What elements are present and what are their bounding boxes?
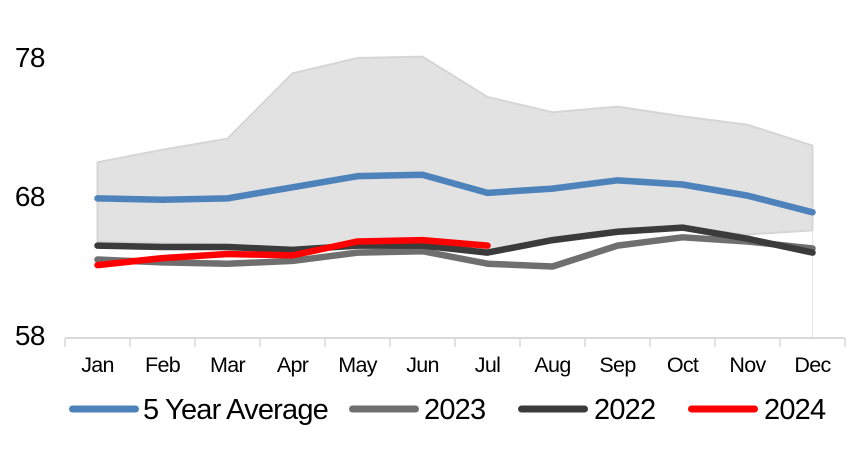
x-axis-label-apr: Apr [277,353,309,377]
legend-label-2023: 2023 [424,394,485,426]
legend-item-2024: 2024 [688,394,827,426]
y-axis-label-78: 78 [15,42,45,73]
x-axis-label-mar: Mar [210,353,245,377]
y-axis-label-68: 68 [15,181,45,212]
x-axis-label-jan: Jan [81,353,114,377]
x-axis-label-dec: Dec [794,353,831,377]
series-line-2022 [94,224,816,256]
series-line-2023 [94,234,816,270]
y-axis-label-58: 58 [15,320,45,351]
x-axis-label-nov: Nov [729,353,766,377]
legend-label-5-year-average: 5 Year Average [143,394,328,426]
legend-item-2022: 2022 [518,394,656,426]
x-axis-label-sep: Sep [599,353,636,377]
x-axis-label-jun: Jun [406,353,439,377]
x-axis-label-oct: Oct [667,353,699,377]
five-year-range-band [96,55,814,251]
x-axis-label-may: May [338,353,377,377]
x-axis-label-jul: Jul [475,353,500,377]
legend-label-2024: 2024 [764,394,826,426]
x-axis-label-aug: Aug [534,353,570,377]
legend-label-2022: 2022 [594,394,655,426]
series-line-2024 [94,236,491,269]
legend-item-5-year-average: 5 Year Average [69,394,329,426]
legend-item-2023: 2023 [349,394,486,426]
series-line-5-year-average [94,171,816,216]
x-axis-label-feb: Feb [145,353,181,377]
